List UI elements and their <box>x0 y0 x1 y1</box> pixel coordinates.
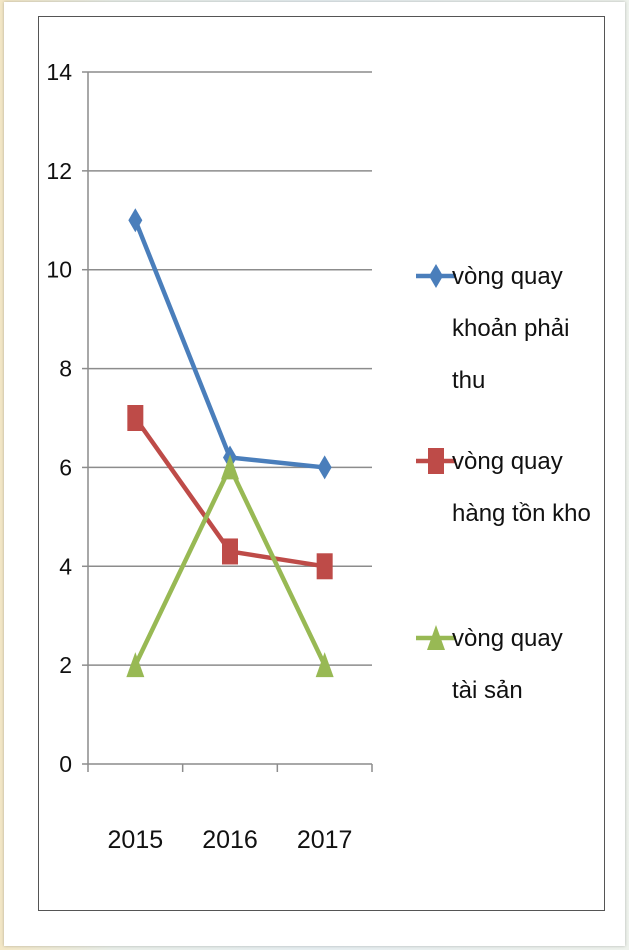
y-tick-label: 4 <box>59 553 72 579</box>
y-tick-label: 10 <box>46 257 72 283</box>
legend-label: hàng tồn kho <box>452 500 591 527</box>
data-point-triangle <box>315 652 334 678</box>
legend-label: thu <box>452 367 485 394</box>
series-3 <box>126 454 334 678</box>
legend: vòng quay khoản phải thu vòng quay hàng tồn … <box>416 263 591 704</box>
legend-label: vòng quay <box>452 625 563 652</box>
y-tick-label: 2 <box>59 652 72 678</box>
data-point-square <box>428 448 444 474</box>
legend-label: vòng quay <box>452 448 563 475</box>
x-tick-label: 2015 <box>108 826 164 854</box>
series <box>126 208 334 678</box>
y-tick-label: 14 <box>46 59 72 85</box>
y-tick-label: 12 <box>46 158 72 184</box>
data-point-square <box>127 405 144 431</box>
y-tick-labels: 0 2 4 6 8 10 12 14 <box>46 59 72 777</box>
data-point-diamond <box>128 208 143 233</box>
legend-entry-1: vòng quay khoản phải thu <box>416 263 569 394</box>
legend-entry-3: vòng quay tài sản <box>416 625 563 704</box>
legend-entry-2: vòng quay hàng tồn kho <box>416 448 591 527</box>
data-point-square <box>222 538 238 565</box>
axes <box>82 71 373 772</box>
x-tick-labels: 2015 2016 2017 <box>108 826 353 854</box>
data-point-triangle <box>126 652 145 678</box>
data-point-triangle <box>427 625 445 650</box>
x-tick-label: 2016 <box>202 826 258 854</box>
y-tick-label: 6 <box>59 454 72 480</box>
series-line <box>133 219 325 470</box>
legend-label: vòng quay <box>452 263 563 290</box>
legend-label: tài sản <box>452 677 523 704</box>
legend-label: khoản phải <box>452 315 569 342</box>
data-point-triangle <box>221 454 239 480</box>
data-point-square <box>316 553 333 580</box>
data-point-diamond <box>429 264 443 288</box>
data-point-diamond <box>317 455 332 480</box>
series-1 <box>128 208 332 480</box>
y-tick-label: 8 <box>59 356 72 382</box>
y-tick-label: 0 <box>59 751 72 777</box>
x-tick-label: 2017 <box>297 826 353 854</box>
series-2 <box>127 405 333 580</box>
